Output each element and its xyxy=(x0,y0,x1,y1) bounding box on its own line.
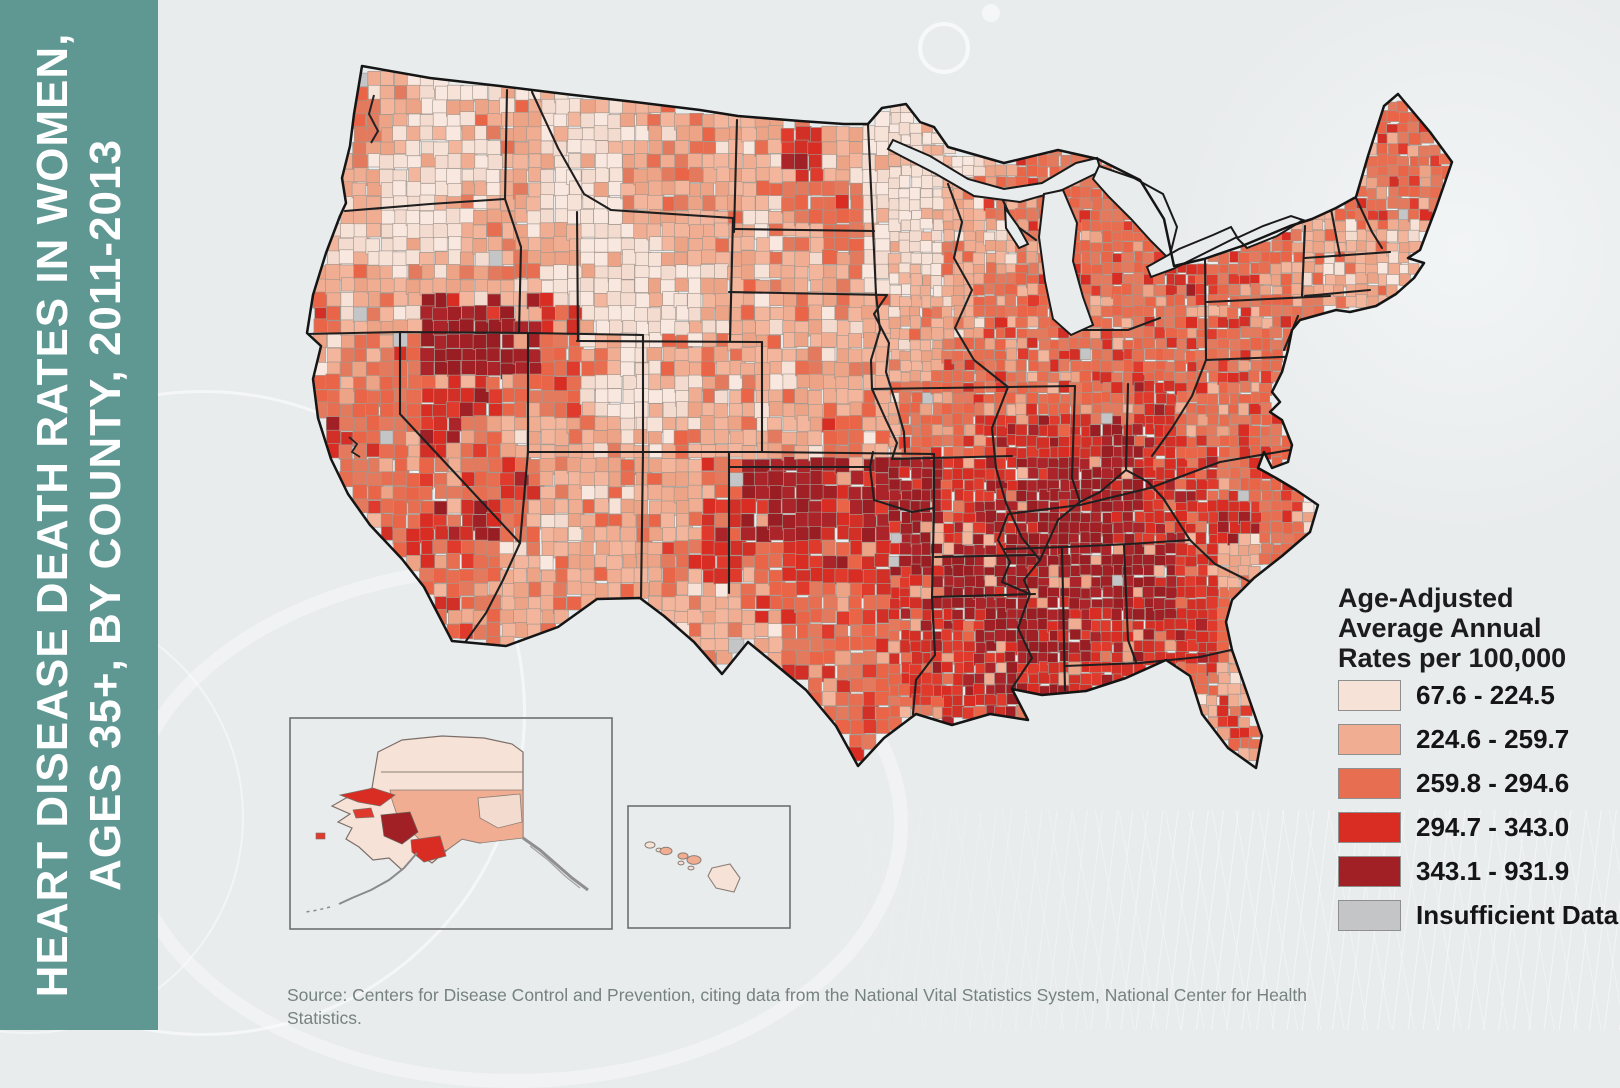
aleutian-islands-icon xyxy=(305,906,331,913)
alaska-inset-map xyxy=(289,717,613,930)
legend-row-class2: 224.6 - 259.7 xyxy=(1338,724,1608,755)
state-borders xyxy=(307,88,1392,716)
legend-label-class1: 67.6 - 224.5 xyxy=(1416,680,1555,710)
legend-items: 67.6 - 224.5 224.6 - 259.7 259.8 - 294.6… xyxy=(1338,680,1618,931)
title-sidebar: HEART DISEASE DEATH RATES IN WOMEN, AGES… xyxy=(0,0,158,1030)
map-legend: Age-Adjusted Average Annual Rates per 10… xyxy=(1338,583,1618,944)
great-lakes xyxy=(886,138,1306,337)
legend-swatch-insufficient xyxy=(1338,900,1401,931)
hawaii-inset-map xyxy=(627,805,791,929)
legend-row-class5: 343.1 - 931.9 xyxy=(1338,856,1608,887)
legend-title-line3: Rates per 100,000 xyxy=(1338,643,1567,673)
legend-swatch-class1 xyxy=(1338,680,1401,711)
us-heart-disease-county-map xyxy=(289,64,1454,930)
hawaii-big-island xyxy=(707,863,741,893)
legend-swatch-class4 xyxy=(1338,812,1401,843)
alaska-panhandle-icon xyxy=(522,836,589,892)
alaska-west-red-region xyxy=(338,787,396,807)
legend-row-class1: 67.6 - 224.5 xyxy=(1338,680,1608,711)
legend-label-class3: 259.8 - 294.6 xyxy=(1416,768,1570,798)
legend-title-line2: Average Annual xyxy=(1338,613,1542,643)
background-mesh-texture xyxy=(830,810,1620,1030)
legend-row-class3: 259.8 - 294.6 xyxy=(1338,768,1608,799)
alaska-dark-red-region xyxy=(380,811,419,845)
legend-label-class4: 294.7 - 343.0 xyxy=(1416,812,1570,842)
us-outline xyxy=(305,64,1454,770)
legend-title-line1: Age-Adjusted xyxy=(1338,583,1514,613)
legend-swatch-class2 xyxy=(1338,724,1401,755)
legend-label-class5: 343.1 - 931.9 xyxy=(1416,856,1570,886)
legend-title: Age-Adjusted Average Annual Rates per 10… xyxy=(1338,583,1608,673)
legend-label-class2: 224.6 - 259.7 xyxy=(1416,724,1570,754)
alaska-inset-frame xyxy=(289,717,613,930)
legend-label-insufficient: Insufficient Data xyxy=(1416,900,1619,930)
source-attribution: Source: Centers for Disease Control and … xyxy=(287,984,1308,1028)
legend-swatch-class5 xyxy=(1338,856,1401,887)
hawaii-inset-frame xyxy=(627,805,791,929)
puget-sound-icon xyxy=(367,94,380,144)
legend-row-insufficient: Insufficient Data xyxy=(1338,900,1618,931)
legend-row-class4: 294.7 - 343.0 xyxy=(1338,812,1608,843)
legend-swatch-class3 xyxy=(1338,768,1401,799)
sf-bay-icon xyxy=(348,436,361,458)
county-mosaic xyxy=(311,70,1452,762)
